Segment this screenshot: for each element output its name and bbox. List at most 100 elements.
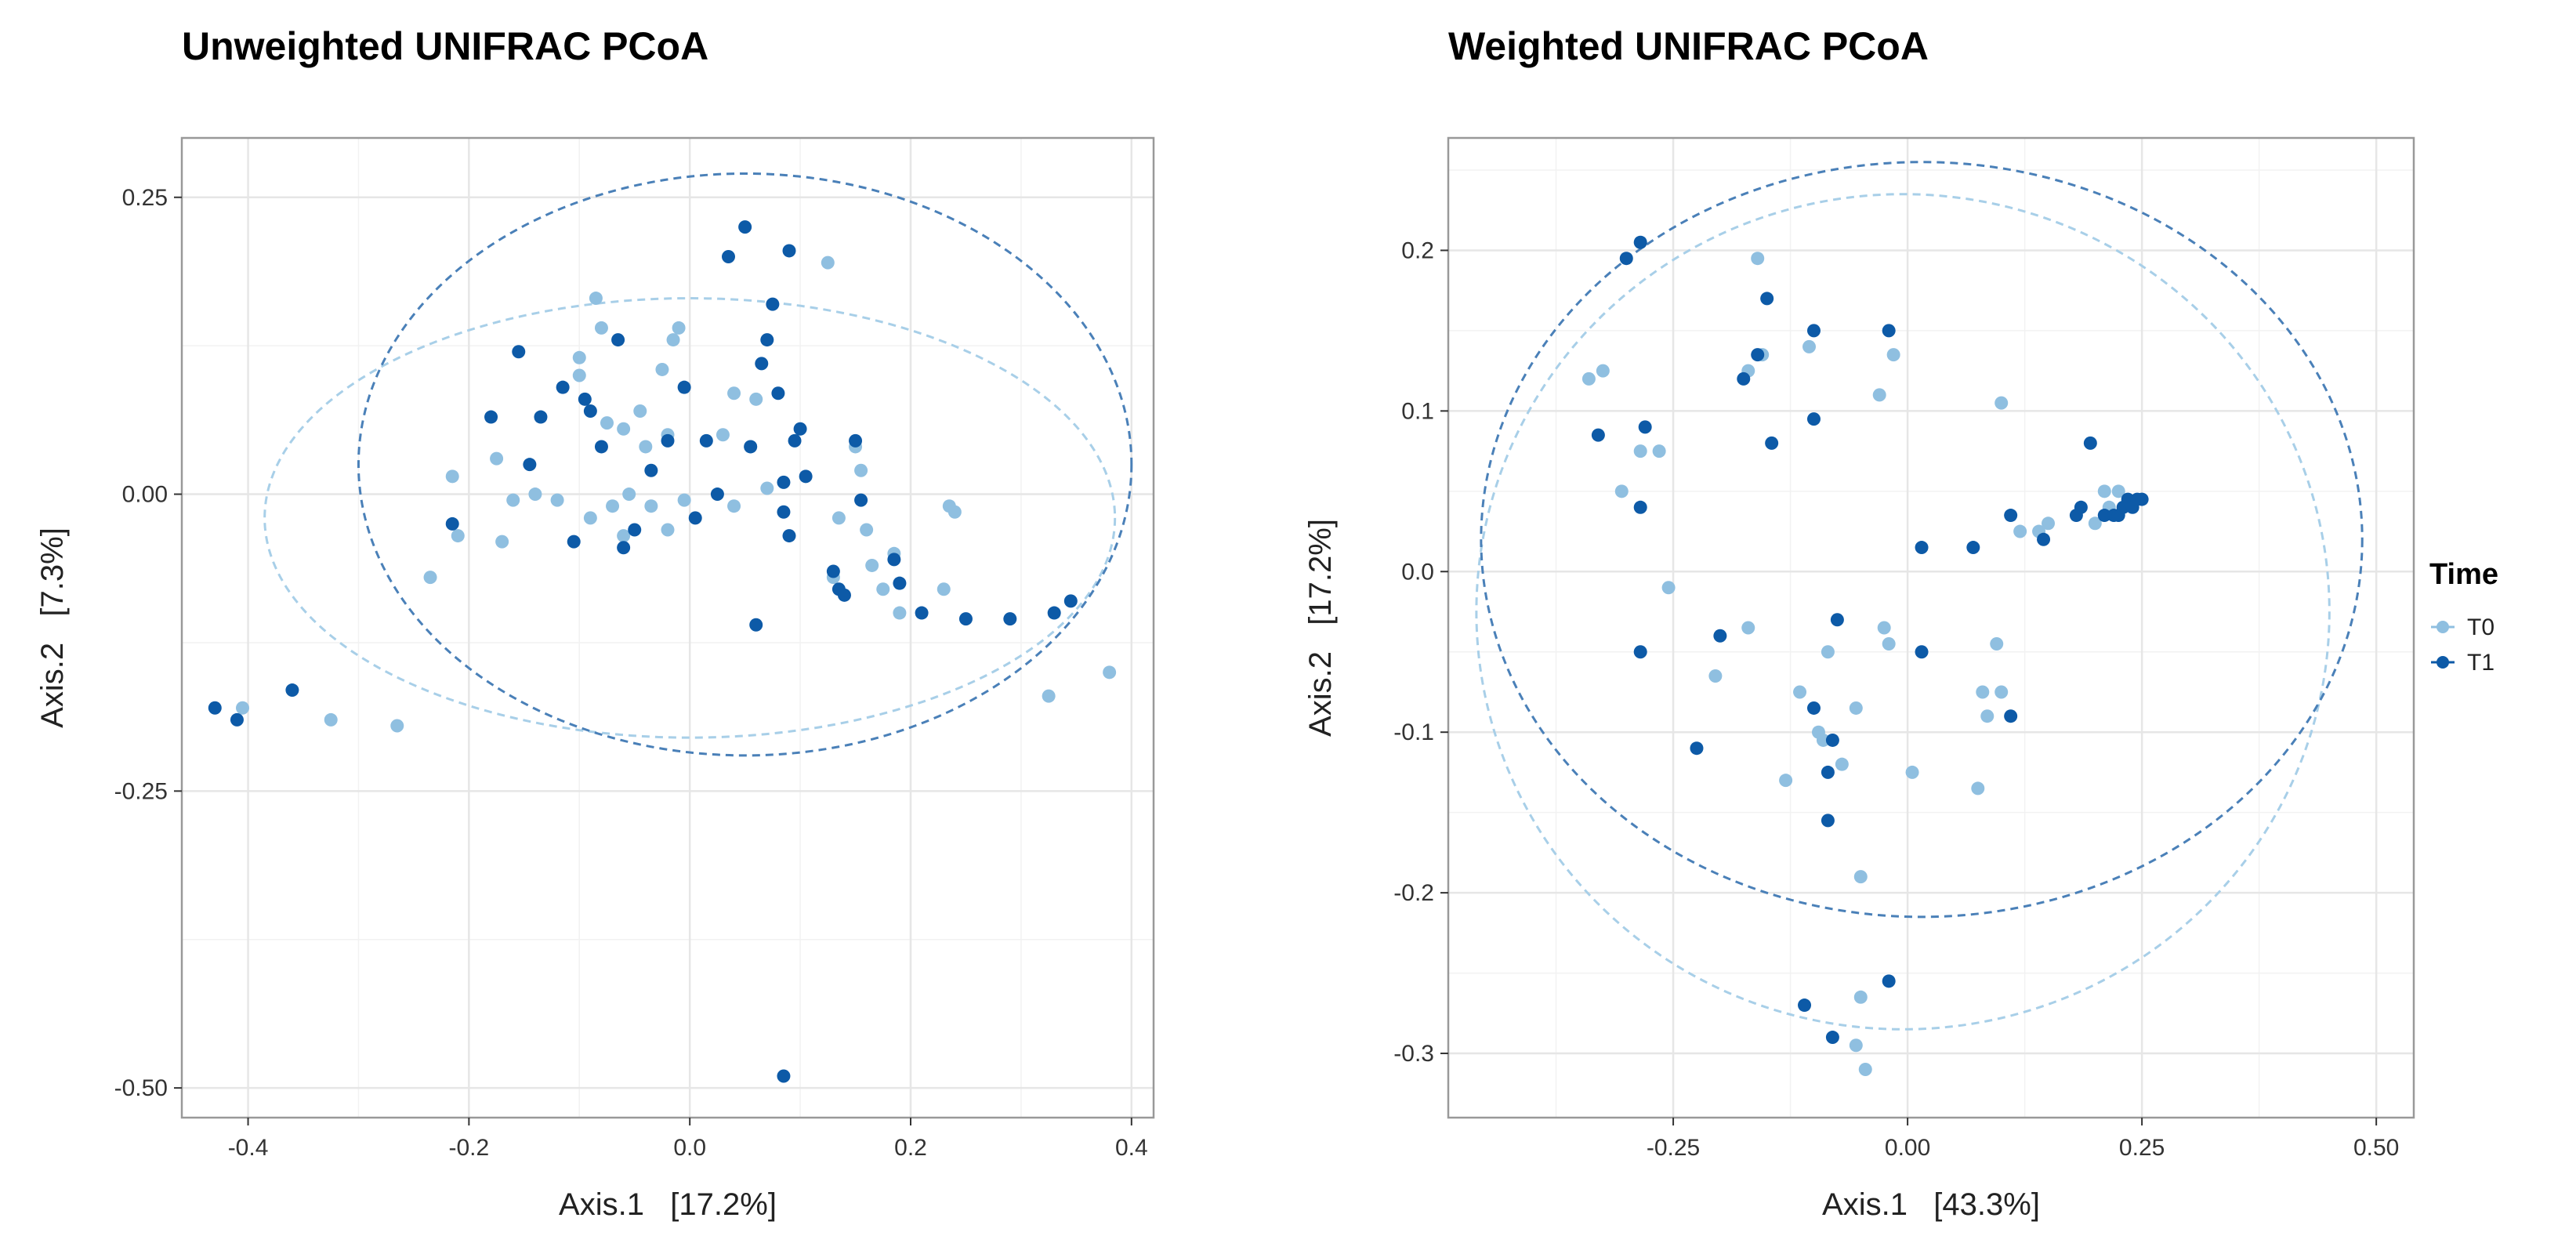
data-point-t1 [583,404,597,418]
data-point-t1 [644,463,658,477]
data-point-t0 [495,535,509,549]
data-point-t0 [831,511,846,525]
panel-border [1447,136,2415,1119]
data-point-t0 [1853,990,1868,1004]
data-point-t0 [1581,371,1596,386]
data-point-t1 [445,516,459,531]
data-point-t0 [617,422,631,436]
data-point-t0 [600,416,614,430]
chart-title-unweighted: Unweighted UNIFRAC PCoA [182,24,709,68]
data-point-t0 [672,321,686,335]
data-point-t0 [639,440,653,454]
data-point-t1 [1882,974,1896,988]
data-point-t0 [716,428,730,442]
data-point-t1 [2135,492,2149,506]
data-point-t1 [738,220,752,234]
data-point-t1 [849,433,863,448]
data-point-t1 [1821,814,1835,828]
data-point-t1 [567,535,581,549]
data-point-t0 [854,463,868,477]
data-point-t0 [655,362,669,376]
data-point-t1 [893,576,907,590]
confidence-ellipse-t0 [1475,193,2331,1031]
plot-area [182,138,1154,1118]
data-point-t1 [777,505,791,519]
x-tick-label: 0.4 [1115,1135,1148,1161]
data-point-t0 [876,582,890,596]
data-point-t1 [1830,613,1844,627]
data-point-t0 [1652,444,1666,458]
data-point-t1 [1806,324,1821,338]
data-point-t0 [893,606,907,620]
data-point-t1 [1751,348,1765,362]
data-point-t1 [744,440,758,454]
data-point-t1 [1915,541,1929,555]
data-point-t1 [749,618,763,632]
data-point-t1 [1825,1031,1839,1045]
data-point-t1 [699,433,713,448]
data-point-t0 [1816,733,1830,747]
data-point-t0 [666,333,680,347]
data-point-t0 [550,493,564,507]
data-point-t1 [777,1069,791,1083]
data-point-t1 [1765,436,1779,450]
data-point-t1 [1638,420,1652,434]
legend-label-t0: T0 [2467,614,2494,640]
y-axis-label: Axis.2 [17.2%] [1303,519,1338,737]
data-point-t0 [1793,685,1807,699]
y-tick-label: -0.3 [1393,1041,1434,1067]
legend-label-t1: T1 [2467,650,2494,676]
data-point-t0 [860,523,874,537]
data-point-t1 [782,529,796,543]
data-point-t1 [2004,709,2018,723]
data-point-t0 [1802,339,1817,353]
data-point-t1 [710,487,724,502]
data-point-t0 [1994,685,2009,699]
data-point-t1 [661,433,675,448]
data-point-t0 [1596,364,1610,378]
data-point-t1 [799,469,813,484]
y-tick-label: 0.2 [1401,237,1434,263]
data-point-t0 [390,719,404,733]
data-point-t1 [782,244,796,258]
data-point-t1 [617,541,631,555]
data-point-t0 [865,558,879,572]
x-tick-label: -0.4 [228,1135,269,1161]
data-point-t0 [490,451,504,466]
data-point-t1 [1915,645,1929,659]
data-point-t0 [1872,388,1886,402]
data-point-t1 [1713,629,1727,643]
data-point-t0 [2013,524,2027,538]
data-point-t1 [1003,612,1017,626]
data-point-t0 [324,712,338,727]
data-point-t0 [644,499,658,513]
confidence-ellipse-t1 [1480,161,2364,919]
data-point-t0 [1751,252,1765,266]
y-tick-label: 0.25 [122,185,168,211]
data-point-t0 [1633,444,1647,458]
data-point-t1 [677,380,691,394]
data-point-t0 [1990,636,2004,651]
legend-title: Time [2429,558,2498,591]
data-point-t1 [1882,324,1896,338]
data-point-t0 [423,571,437,585]
data-point-t1 [1633,235,1647,249]
data-point-t1 [1047,606,1061,620]
legend: Time T0 T1 [2429,558,2498,676]
data-point-t0 [2111,484,2125,498]
data-point-t0 [594,321,608,335]
panel-border [180,136,1155,1119]
data-point-t0 [727,499,741,513]
data-point-t0 [937,582,951,596]
data-point-t0 [1976,685,1990,699]
data-point-t0 [589,292,603,306]
data-point-t1 [1591,428,1605,442]
y-tick-label: -0.2 [1393,880,1434,906]
y-tick-label: -0.50 [114,1075,168,1101]
data-point-t0 [1779,774,1793,788]
data-point-t1 [777,475,791,489]
data-point-t0 [236,701,249,715]
data-point-t1 [2004,509,2018,523]
data-point-t0 [506,493,520,507]
